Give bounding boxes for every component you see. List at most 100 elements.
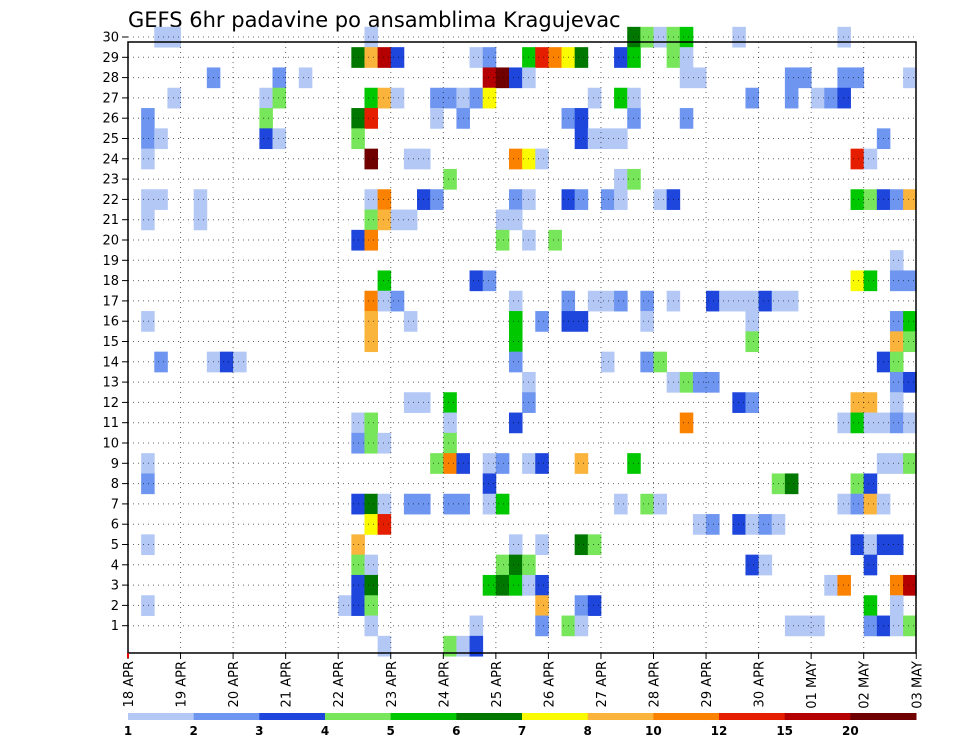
heatmap-cell — [850, 473, 865, 495]
heatmap-cell — [863, 493, 878, 515]
y-tick-label: 3 — [111, 579, 119, 594]
heatmap-cell — [548, 47, 562, 68]
heatmap-cell — [377, 270, 392, 292]
colorbar-label: 2 — [189, 724, 197, 738]
y-tick-label: 16 — [102, 315, 119, 330]
colorbar-swatch — [390, 713, 457, 720]
heatmap-cell — [443, 635, 457, 657]
heatmap-cell — [692, 514, 707, 535]
x-tick-label: 29 APR — [700, 661, 715, 707]
x-tick-label: 03 MAY — [910, 661, 925, 709]
x-tick-label: 02 MAY — [858, 661, 873, 709]
heatmap-cell — [495, 229, 510, 251]
heatmap-cell — [495, 574, 510, 596]
heatmap-cell — [456, 635, 470, 657]
heatmap-cell — [535, 574, 549, 596]
heatmap-cell — [692, 67, 707, 89]
heatmap-cell — [863, 615, 878, 637]
y-tick-label: 29 — [102, 51, 119, 66]
heatmap-cell — [889, 574, 904, 596]
heatmap-cell — [850, 493, 865, 515]
heatmap-cell — [903, 189, 917, 210]
heatmap-cell — [863, 534, 878, 556]
colorbar-swatch — [587, 713, 654, 720]
heatmap-cell — [732, 392, 746, 413]
colorbar-label: 5 — [386, 724, 394, 738]
colorbar-swatch — [456, 713, 523, 720]
heatmap-cell — [889, 615, 904, 637]
y-tick-label: 14 — [102, 355, 119, 370]
heatmap-cell — [364, 108, 379, 129]
heatmap-cell — [811, 87, 825, 109]
heatmap-cell — [863, 595, 878, 616]
heatmap-cell — [364, 148, 379, 170]
heatmap-cell — [889, 534, 904, 556]
colorbar-label: 15 — [776, 724, 793, 738]
heatmap-cell — [469, 615, 484, 637]
heatmap-cell — [679, 412, 694, 434]
y-tick-label: 30 — [102, 31, 119, 46]
heatmap-cell — [508, 311, 523, 332]
heatmap-cell — [364, 290, 379, 312]
heatmap-cell — [430, 108, 444, 129]
heatmap-cell — [535, 615, 549, 637]
heatmap-cell — [889, 412, 904, 434]
heatmap-cell — [889, 392, 904, 413]
heatmap-cell — [482, 270, 497, 292]
x-axis: 18 APR 19 APR 20 APR 21 APR 22 APR 23 APR 24 A… — [122, 653, 925, 709]
heatmap-cell — [364, 595, 379, 616]
colorbar-label: 8 — [583, 724, 591, 738]
heatmap-cell — [574, 311, 589, 332]
heatmap-cell — [154, 189, 168, 210]
heatmap-cell — [508, 189, 523, 210]
x-tick-label: 19 APR — [175, 661, 190, 707]
heatmap-cell — [443, 392, 457, 413]
heatmap-cell — [364, 311, 379, 332]
heatmap-cell — [508, 574, 523, 596]
heatmap-cell — [141, 128, 155, 150]
heatmap-cell — [837, 67, 851, 89]
heatmap-cell — [745, 554, 759, 576]
heatmap-cell — [364, 615, 379, 637]
x-tick-label: 18 APR — [122, 661, 137, 707]
heatmap-cell — [903, 412, 917, 434]
heatmap-cell — [889, 270, 904, 292]
heatmap-cell — [403, 493, 418, 515]
heatmap-cell — [377, 635, 392, 657]
x-tick-label: 25 APR — [490, 661, 505, 707]
heatmap-cell — [508, 67, 523, 89]
heatmap-cell — [574, 615, 589, 637]
heatmap-cell — [364, 189, 379, 210]
grid-lines — [128, 36, 916, 653]
heatmap-cell — [141, 473, 155, 495]
heatmap-cell — [903, 311, 917, 332]
heatmap-cell — [745, 87, 759, 109]
heatmap-cell — [469, 47, 484, 68]
y-tick-label: 8 — [111, 477, 119, 492]
heatmap-cell — [679, 67, 694, 89]
heatmap-cell — [837, 412, 851, 434]
heatmap-cell — [259, 128, 273, 150]
heatmap-cell — [903, 574, 917, 596]
heatmap-cell — [614, 168, 628, 190]
y-tick-label: 5 — [111, 538, 119, 553]
heatmap-cell — [614, 189, 628, 210]
heatmap-cell — [167, 87, 181, 109]
x-tick-label: 20 APR — [227, 661, 242, 707]
heatmap-cell — [614, 128, 628, 150]
y-tick-label: 17 — [102, 294, 119, 309]
colorbar-label: 12 — [711, 724, 728, 738]
plot-frame — [127, 41, 917, 654]
heatmap-cell — [889, 331, 904, 353]
heatmap-cell — [508, 290, 523, 312]
heatmap-cell — [600, 290, 615, 312]
heatmap-cell — [587, 128, 602, 150]
heatmap-cell — [508, 554, 523, 576]
y-tick-label: 13 — [102, 376, 119, 391]
heatmap-cell — [798, 67, 812, 89]
heatmap-cell — [364, 412, 379, 434]
heatmap-cell — [377, 514, 392, 535]
colorbar-swatch — [193, 713, 260, 720]
heatmap-cell — [141, 189, 155, 210]
